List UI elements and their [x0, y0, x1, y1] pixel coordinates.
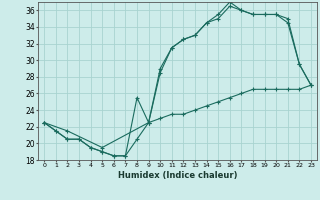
X-axis label: Humidex (Indice chaleur): Humidex (Indice chaleur) — [118, 171, 237, 180]
